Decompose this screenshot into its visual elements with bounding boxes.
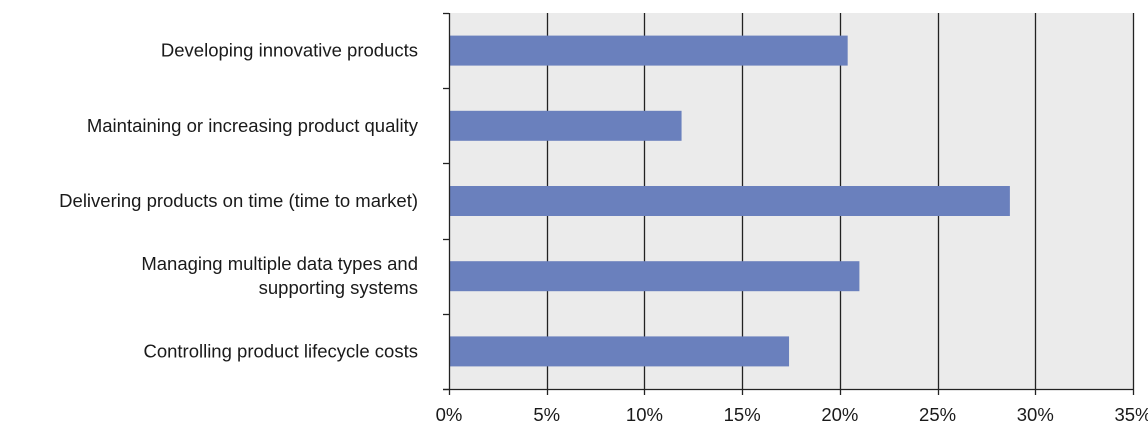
x-tick-label: 10% xyxy=(626,404,663,425)
x-tick-label: 20% xyxy=(821,404,858,425)
x-tick-label: 15% xyxy=(724,404,761,425)
bar xyxy=(449,186,1010,216)
bar xyxy=(449,336,790,367)
category-labels: Developing innovative products Maintainin… xyxy=(59,40,419,362)
bar xyxy=(449,110,682,141)
bar xyxy=(449,35,848,66)
category-label: Maintaining or increasing product qualit… xyxy=(87,115,419,136)
x-tick-label: 5% xyxy=(533,404,560,425)
x-tick-label: 35% xyxy=(1114,404,1148,425)
x-tick-label: 30% xyxy=(1017,404,1054,425)
bars xyxy=(449,35,1010,367)
x-tick-label: 25% xyxy=(919,404,956,425)
x-tick-label: 0% xyxy=(436,404,463,425)
category-label: Developing innovative products xyxy=(161,40,418,61)
bar xyxy=(449,261,860,292)
category-label: Delivering products on time (time to mar… xyxy=(59,190,418,211)
category-label: Managing multiple data types and supporti… xyxy=(141,253,418,298)
axes xyxy=(443,12,1135,395)
x-tick-labels: 0% 5% 10% 15% 20% 25% 30% 35% xyxy=(436,404,1148,425)
category-label: Controlling product lifecycle costs xyxy=(143,340,418,361)
